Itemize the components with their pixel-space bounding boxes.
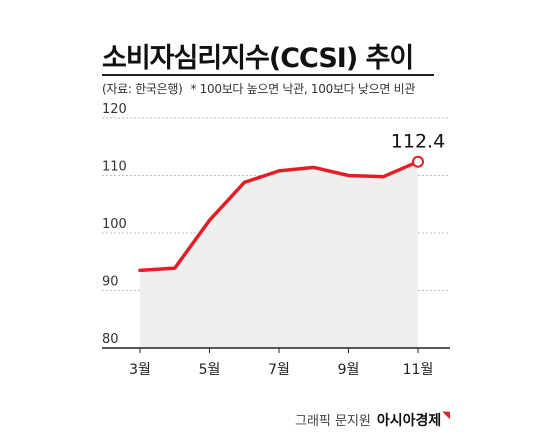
note-label: * 100보다 높으면 낙관, 100보다 낮으면 비관	[190, 82, 416, 96]
y-tick-label-90: 90	[102, 275, 119, 290]
x-tick-label: 9월	[338, 362, 360, 378]
y-tick-label-100: 100	[102, 217, 127, 232]
source-label: (자료: 한국은행)	[102, 82, 183, 96]
chart-title: 소비자심리지수(CCSI) 추이	[102, 43, 414, 74]
title-underline	[102, 74, 434, 76]
chart-subtitle: (자료: 한국은행) * 100보다 높으면 낙관, 100보다 낮으면 비관	[102, 80, 415, 97]
y-tick-labels: 80 90 100 110 120	[102, 102, 127, 347]
y-tick-label-110: 110	[102, 160, 127, 175]
x-tick-label: 5월	[199, 362, 221, 378]
x-tick-label: 3월	[129, 362, 151, 378]
y-tick-label-120: 120	[102, 102, 127, 117]
brand-mark-icon: ◥	[442, 410, 450, 421]
x-tick-label: 11월	[403, 362, 434, 378]
x-tick-label: 7월	[268, 362, 290, 378]
series-line	[138, 159, 420, 273]
highlight-point	[412, 155, 424, 168]
area-fill	[140, 161, 418, 348]
highlight-label: 112.4	[391, 131, 445, 153]
footer-credit: 그래픽 문지원 아시아경제◥	[295, 410, 450, 430]
graphic-credit: 그래픽 문지원	[294, 414, 371, 429]
brand-logo: 아시아경제	[376, 413, 442, 429]
y-tick-label-80: 80	[102, 332, 119, 347]
x-tick-labels: 3월 5월 7월 9월 11월	[129, 348, 433, 378]
